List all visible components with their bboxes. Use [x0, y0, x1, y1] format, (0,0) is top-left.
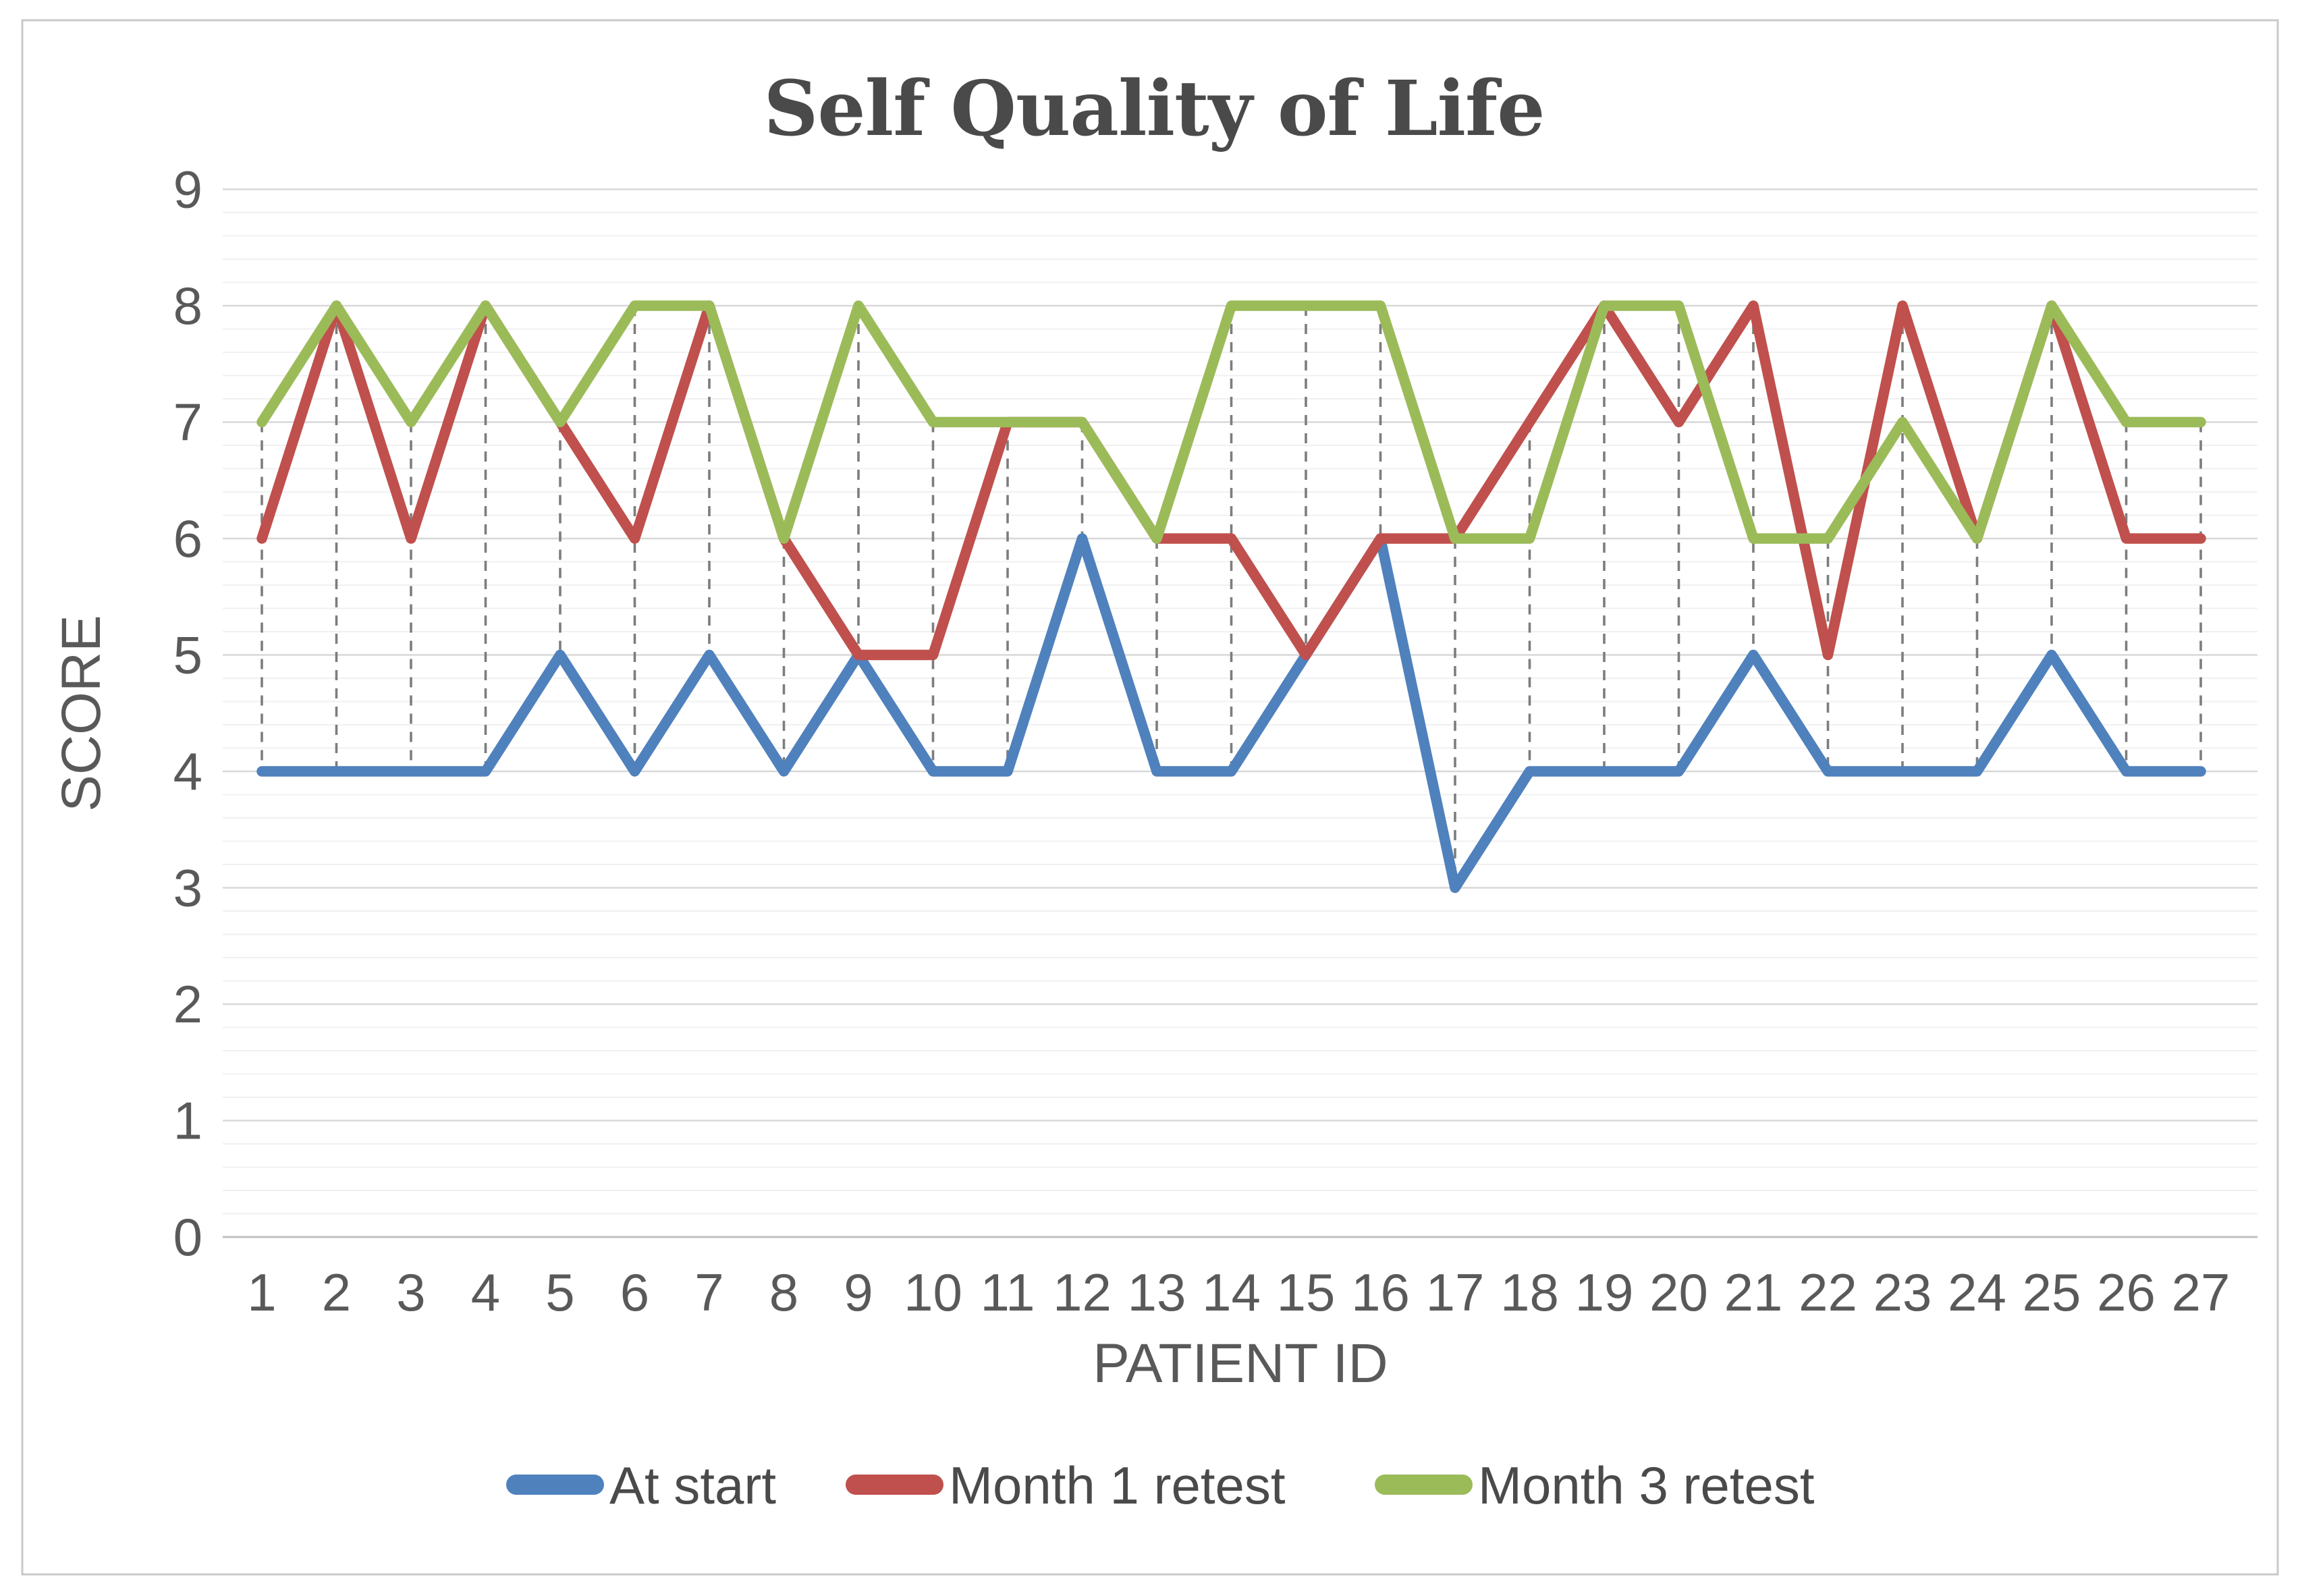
x-tick-label-22: 22 [1799, 1263, 1857, 1322]
y-tick-label-2: 2 [173, 974, 202, 1034]
legend-label-at-start: At start [609, 1456, 776, 1515]
y-tick-label-0: 0 [173, 1207, 202, 1267]
y-axis-title: SCORE [51, 615, 112, 812]
chart-frame [21, 19, 2279, 1576]
x-axis-tick-labels: 1 2 3 4 5 6 7 8 9 10 11 12 13 14 15 16 17 18 19 20 21 22 23 24 2… [247, 1263, 2230, 1322]
x-tick-label-10: 10 [904, 1263, 962, 1322]
legend-label-month-3-retest: Month 3 retest [1478, 1456, 1815, 1515]
legend-item-month-1-retest: Month 1 retest [846, 1456, 1286, 1515]
x-tick-label-5: 5 [545, 1263, 574, 1322]
y-tick-label-4: 4 [173, 742, 202, 801]
y-axis-tick-labels: 0 1 2 3 4 5 6 7 8 9 [173, 160, 202, 1267]
x-tick-label-8: 8 [769, 1263, 798, 1322]
x-tick-label-7: 7 [694, 1263, 723, 1322]
x-tick-label-21: 21 [1724, 1263, 1783, 1322]
x-tick-label-14: 14 [1202, 1263, 1261, 1322]
x-tick-label-9: 9 [844, 1263, 873, 1322]
x-tick-label-24: 24 [1948, 1263, 2006, 1322]
x-tick-label-13: 13 [1128, 1263, 1186, 1322]
x-tick-label-4: 4 [471, 1263, 500, 1322]
legend: At start Month 1 retest Month 3 retest [506, 1456, 1815, 1515]
y-tick-label-8: 8 [173, 276, 202, 335]
x-tick-label-26: 26 [2097, 1263, 2156, 1322]
x-tick-label-20: 20 [1649, 1263, 1708, 1322]
y-tick-label-1: 1 [173, 1091, 202, 1151]
x-tick-label-23: 23 [1873, 1263, 1932, 1322]
x-tick-label-19: 19 [1575, 1263, 1634, 1322]
series-line-at-start [256, 533, 2206, 893]
x-tick-label-16: 16 [1351, 1263, 1410, 1322]
y-tick-label-3: 3 [173, 858, 202, 918]
x-tick-label-3: 3 [396, 1263, 425, 1322]
x-tick-label-15: 15 [1277, 1263, 1336, 1322]
x-axis-title: PATIENT ID [1093, 1333, 1388, 1394]
y-tick-label-7: 7 [173, 393, 202, 452]
x-tick-label-1: 1 [247, 1263, 276, 1322]
series-line-month-3-retest [256, 300, 2206, 544]
chart-title: Self Quality of Life [764, 65, 1545, 153]
x-tick-label-18: 18 [1500, 1263, 1559, 1322]
y-tick-label-5: 5 [173, 626, 202, 685]
x-tick-label-2: 2 [322, 1263, 351, 1322]
series-line-month-1-retest [256, 300, 2206, 661]
x-tick-label-6: 6 [620, 1263, 649, 1322]
legend-item-month-3-retest: Month 3 retest [1375, 1456, 1815, 1515]
x-tick-label-12: 12 [1053, 1263, 1112, 1322]
y-tick-label-6: 6 [173, 509, 202, 568]
x-tick-label-27: 27 [2172, 1263, 2230, 1322]
x-tick-label-25: 25 [2023, 1263, 2081, 1322]
minor-gridlines [223, 212, 2257, 1215]
high-low-drop-lines [261, 306, 2202, 888]
y-tick-label-9: 9 [173, 160, 202, 219]
x-tick-label-17: 17 [1426, 1263, 1485, 1322]
legend-label-month-1-retest: Month 1 retest [949, 1456, 1286, 1515]
x-tick-label-11: 11 [981, 1263, 1035, 1322]
data-series-lines [256, 300, 2206, 893]
legend-item-at-start: At start [506, 1456, 776, 1515]
